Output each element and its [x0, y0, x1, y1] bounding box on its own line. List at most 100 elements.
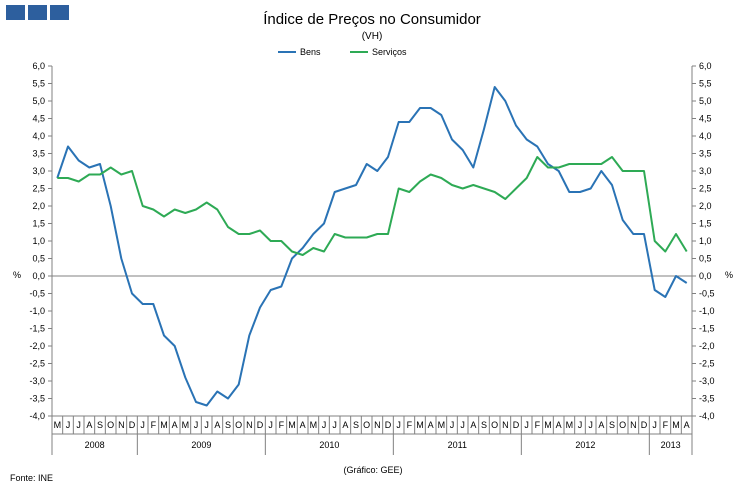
chart-subtitle: (VH): [362, 31, 383, 42]
y-tick-label-right: 3,0: [699, 166, 712, 176]
month-label: J: [396, 420, 401, 430]
month-label: J: [524, 420, 529, 430]
month-label: O: [491, 420, 498, 430]
month-label: S: [609, 420, 615, 430]
month-label: O: [235, 420, 242, 430]
y-tick-label-right: 0,0: [699, 271, 712, 281]
month-label: M: [438, 420, 446, 430]
y-tick-label-right: 5,0: [699, 96, 712, 106]
y-tick-label-left: -1,0: [29, 306, 45, 316]
y-tick-label-left: 1,5: [32, 219, 45, 229]
y-tick-label-left: -3,0: [29, 376, 45, 386]
logo: [6, 5, 69, 20]
y-tick-label-left: -0,5: [29, 289, 45, 299]
month-label: A: [470, 420, 476, 430]
y-tick-label-left: 4,5: [32, 114, 45, 124]
month-label: D: [641, 420, 648, 430]
month-label: J: [322, 420, 327, 430]
y-tick-label-left: -3,5: [29, 394, 45, 404]
y-tick-label-left: 0,0: [32, 271, 45, 281]
month-label: F: [151, 420, 157, 430]
month-label: O: [619, 420, 626, 430]
y-tick-label-right: 6,0: [699, 61, 712, 71]
y-tick-label-left: 5,0: [32, 96, 45, 106]
legend: Bens Serviços: [278, 47, 407, 57]
y-tick-label-left: 3,0: [32, 166, 45, 176]
month-label: J: [460, 420, 465, 430]
month-label: M: [544, 420, 552, 430]
legend-label-bens: Bens: [300, 47, 321, 57]
y-tick-label-left: 6,0: [32, 61, 45, 71]
month-label: A: [342, 420, 348, 430]
y-tick-label-right: -0,5: [699, 289, 715, 299]
month-label: J: [588, 420, 593, 430]
y-tick-label-right: -1,0: [699, 306, 715, 316]
month-label: D: [257, 420, 264, 430]
month-label: O: [363, 420, 370, 430]
month-label: J: [204, 420, 209, 430]
y-tick-label-left: 2,0: [32, 201, 45, 211]
month-label: J: [194, 420, 199, 430]
y-tick-label-right: 2,5: [699, 184, 712, 194]
logo-block: [50, 5, 69, 20]
month-label: F: [407, 420, 413, 430]
y-tick-label-left: -2,0: [29, 341, 45, 351]
y-tick-label-left: 0,5: [32, 254, 45, 264]
logo-block: [6, 5, 25, 20]
y-tick-label-right: 3,5: [699, 149, 712, 159]
y-tick-label-right: 4,5: [699, 114, 712, 124]
y-tick-label-right: -2,0: [699, 341, 715, 351]
month-label: D: [513, 420, 520, 430]
y-tick-label-right: -3,0: [699, 376, 715, 386]
y-tick-label-left: 2,5: [32, 184, 45, 194]
month-label: O: [107, 420, 114, 430]
month-label: A: [86, 420, 92, 430]
month-label: N: [374, 420, 381, 430]
year-label: 2011: [448, 440, 467, 450]
y-tick-label-right: 1,0: [699, 236, 712, 246]
y-tick-label-right: 0,5: [699, 254, 712, 264]
month-label: M: [288, 420, 296, 430]
y-tick-label-right: -2,5: [699, 359, 715, 369]
year-label: 2012: [575, 440, 595, 450]
series-line-bens: [56, 86, 688, 407]
month-label: J: [268, 420, 273, 430]
month-label: M: [310, 420, 318, 430]
month-label: F: [663, 420, 669, 430]
y-tick-label-left: 4,0: [32, 131, 45, 141]
month-label: A: [684, 420, 690, 430]
y-tick-label-right: 4,0: [699, 131, 712, 141]
month-label: A: [556, 420, 562, 430]
y-tick-label-right: 1,5: [699, 219, 712, 229]
month-label: S: [481, 420, 487, 430]
chart-credit: (Gráfico: GEE): [343, 465, 402, 475]
chart-title: Índice de Preços no Consumidor: [263, 11, 481, 28]
y-tick-label-right: -4,0: [699, 411, 715, 421]
y-axis-unit-right: %: [725, 270, 733, 280]
y-axis-unit-left: %: [13, 270, 21, 280]
month-label: S: [353, 420, 359, 430]
month-label: J: [652, 420, 657, 430]
y-tick-label-right: 2,0: [699, 201, 712, 211]
month-label: J: [76, 420, 81, 430]
legend-label-servicos: Serviços: [372, 47, 407, 57]
series-lines: [56, 86, 688, 407]
month-label: M: [160, 420, 168, 430]
y-tick-label-left: 3,5: [32, 149, 45, 159]
month-label: A: [300, 420, 306, 430]
month-label: D: [385, 420, 392, 430]
y-tick-label-right: 5,5: [699, 79, 712, 89]
month-label: J: [450, 420, 455, 430]
month-label: J: [66, 420, 71, 430]
month-label: M: [182, 420, 190, 430]
month-label: A: [214, 420, 220, 430]
y-tick-label-right: -3,5: [699, 394, 715, 404]
month-label: M: [54, 420, 62, 430]
month-label: J: [578, 420, 583, 430]
year-label: 2009: [191, 440, 211, 450]
month-label: N: [630, 420, 637, 430]
month-label: N: [246, 420, 253, 430]
month-label: A: [172, 420, 178, 430]
month-label: N: [502, 420, 509, 430]
